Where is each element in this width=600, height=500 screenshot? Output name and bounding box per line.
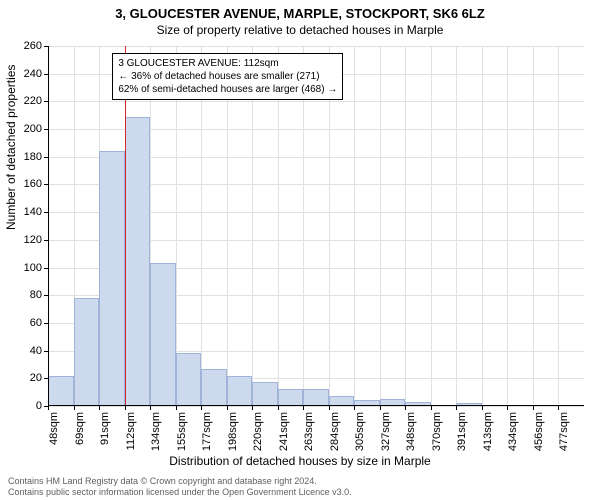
x-tick-mark xyxy=(48,406,49,410)
x-tick-label: 112sqm xyxy=(125,412,137,450)
x-tick-label: 220sqm xyxy=(252,412,264,451)
y-tick-label: 120 xyxy=(24,234,42,246)
y-tick-label: 140 xyxy=(24,206,42,218)
gridline-vertical xyxy=(558,46,559,406)
annotation-line: 62% of semi-detached houses are larger (… xyxy=(118,83,337,96)
gridline-vertical xyxy=(405,46,406,406)
x-tick-label: 327sqm xyxy=(380,412,392,451)
y-axis-line xyxy=(48,46,49,406)
gridline-vertical xyxy=(507,46,508,406)
page-title: 3, GLOUCESTER AVENUE, MARPLE, STOCKPORT,… xyxy=(0,0,600,21)
x-tick-mark xyxy=(482,406,483,410)
chart-plot-area: 02040608010012014016018020022024026048sq… xyxy=(48,46,584,406)
gridline-horizontal xyxy=(48,101,584,102)
y-tick-label: 0 xyxy=(36,400,42,412)
histogram-bar xyxy=(303,389,329,406)
y-tick-label: 260 xyxy=(24,40,42,52)
x-tick-label: 134sqm xyxy=(150,412,162,451)
x-tick-mark xyxy=(99,406,100,410)
x-tick-label: 263sqm xyxy=(303,412,315,451)
annotation-line: ← 36% of detached houses are smaller (27… xyxy=(118,70,337,83)
x-tick-mark xyxy=(125,406,126,410)
x-tick-label: 434sqm xyxy=(507,412,519,451)
x-tick-label: 69sqm xyxy=(74,412,86,445)
gridline-vertical xyxy=(431,46,432,406)
x-tick-mark xyxy=(278,406,279,410)
y-tick-label: 180 xyxy=(24,151,42,163)
histogram-bar xyxy=(74,298,100,406)
x-tick-mark xyxy=(507,406,508,410)
y-tick-label: 20 xyxy=(30,372,42,384)
y-tick-label: 220 xyxy=(24,95,42,107)
x-axis-line xyxy=(48,405,584,406)
gridline-horizontal xyxy=(48,406,584,407)
x-tick-mark xyxy=(329,406,330,410)
x-tick-label: 155sqm xyxy=(176,412,188,451)
page-subtitle: Size of property relative to detached ho… xyxy=(0,21,600,37)
histogram-bar xyxy=(252,382,278,406)
x-tick-mark xyxy=(201,406,202,410)
x-tick-label: 413sqm xyxy=(482,412,494,451)
x-tick-mark xyxy=(533,406,534,410)
footer-line-1: Contains HM Land Registry data © Crown c… xyxy=(8,476,592,487)
histogram-bar xyxy=(125,117,151,406)
x-tick-label: 198sqm xyxy=(227,412,239,451)
histogram-bar xyxy=(150,263,176,406)
x-tick-label: 284sqm xyxy=(329,412,341,451)
annotation-callout: 3 GLOUCESTER AVENUE: 112sqm← 36% of deta… xyxy=(112,53,343,100)
x-tick-label: 241sqm xyxy=(278,412,290,451)
gridline-vertical xyxy=(533,46,534,406)
x-tick-mark xyxy=(558,406,559,410)
y-tick-label: 80 xyxy=(30,289,42,301)
x-tick-mark xyxy=(431,406,432,410)
x-axis-label: Distribution of detached houses by size … xyxy=(0,454,600,468)
x-tick-label: 348sqm xyxy=(405,412,417,451)
gridline-vertical xyxy=(380,46,381,406)
x-tick-mark xyxy=(380,406,381,410)
y-tick-label: 200 xyxy=(24,123,42,135)
x-tick-mark xyxy=(227,406,228,410)
x-tick-label: 177sqm xyxy=(201,412,213,451)
x-tick-mark xyxy=(354,406,355,410)
x-tick-mark xyxy=(252,406,253,410)
x-tick-label: 391sqm xyxy=(456,412,468,451)
y-tick-label: 60 xyxy=(30,317,42,329)
x-tick-mark xyxy=(405,406,406,410)
x-tick-mark xyxy=(176,406,177,410)
y-tick-label: 160 xyxy=(24,178,42,190)
gridline-vertical xyxy=(482,46,483,406)
y-tick-label: 100 xyxy=(24,262,42,274)
histogram-bar xyxy=(278,389,304,406)
histogram-bar xyxy=(48,376,74,406)
x-tick-mark xyxy=(456,406,457,410)
gridline-vertical xyxy=(354,46,355,406)
x-tick-mark xyxy=(150,406,151,410)
x-tick-label: 477sqm xyxy=(558,412,570,451)
histogram-bar xyxy=(227,376,253,406)
histogram-bar xyxy=(201,369,227,406)
gridline-vertical xyxy=(456,46,457,406)
x-tick-label: 456sqm xyxy=(533,412,545,451)
footer-attribution: Contains HM Land Registry data © Crown c… xyxy=(8,476,592,499)
x-tick-mark xyxy=(303,406,304,410)
y-tick-label: 40 xyxy=(30,345,42,357)
x-tick-label: 48sqm xyxy=(48,412,60,445)
x-tick-mark xyxy=(74,406,75,410)
annotation-line: 3 GLOUCESTER AVENUE: 112sqm xyxy=(118,57,337,70)
x-tick-label: 370sqm xyxy=(431,412,443,451)
histogram-bar xyxy=(176,353,202,406)
x-tick-label: 305sqm xyxy=(354,412,366,451)
y-tick-label: 240 xyxy=(24,68,42,80)
x-tick-label: 91sqm xyxy=(99,412,111,445)
histogram-bar xyxy=(99,151,125,406)
y-axis-label: Number of detached properties xyxy=(4,65,18,230)
footer-line-2: Contains public sector information licen… xyxy=(8,487,592,498)
gridline-horizontal xyxy=(48,46,584,47)
